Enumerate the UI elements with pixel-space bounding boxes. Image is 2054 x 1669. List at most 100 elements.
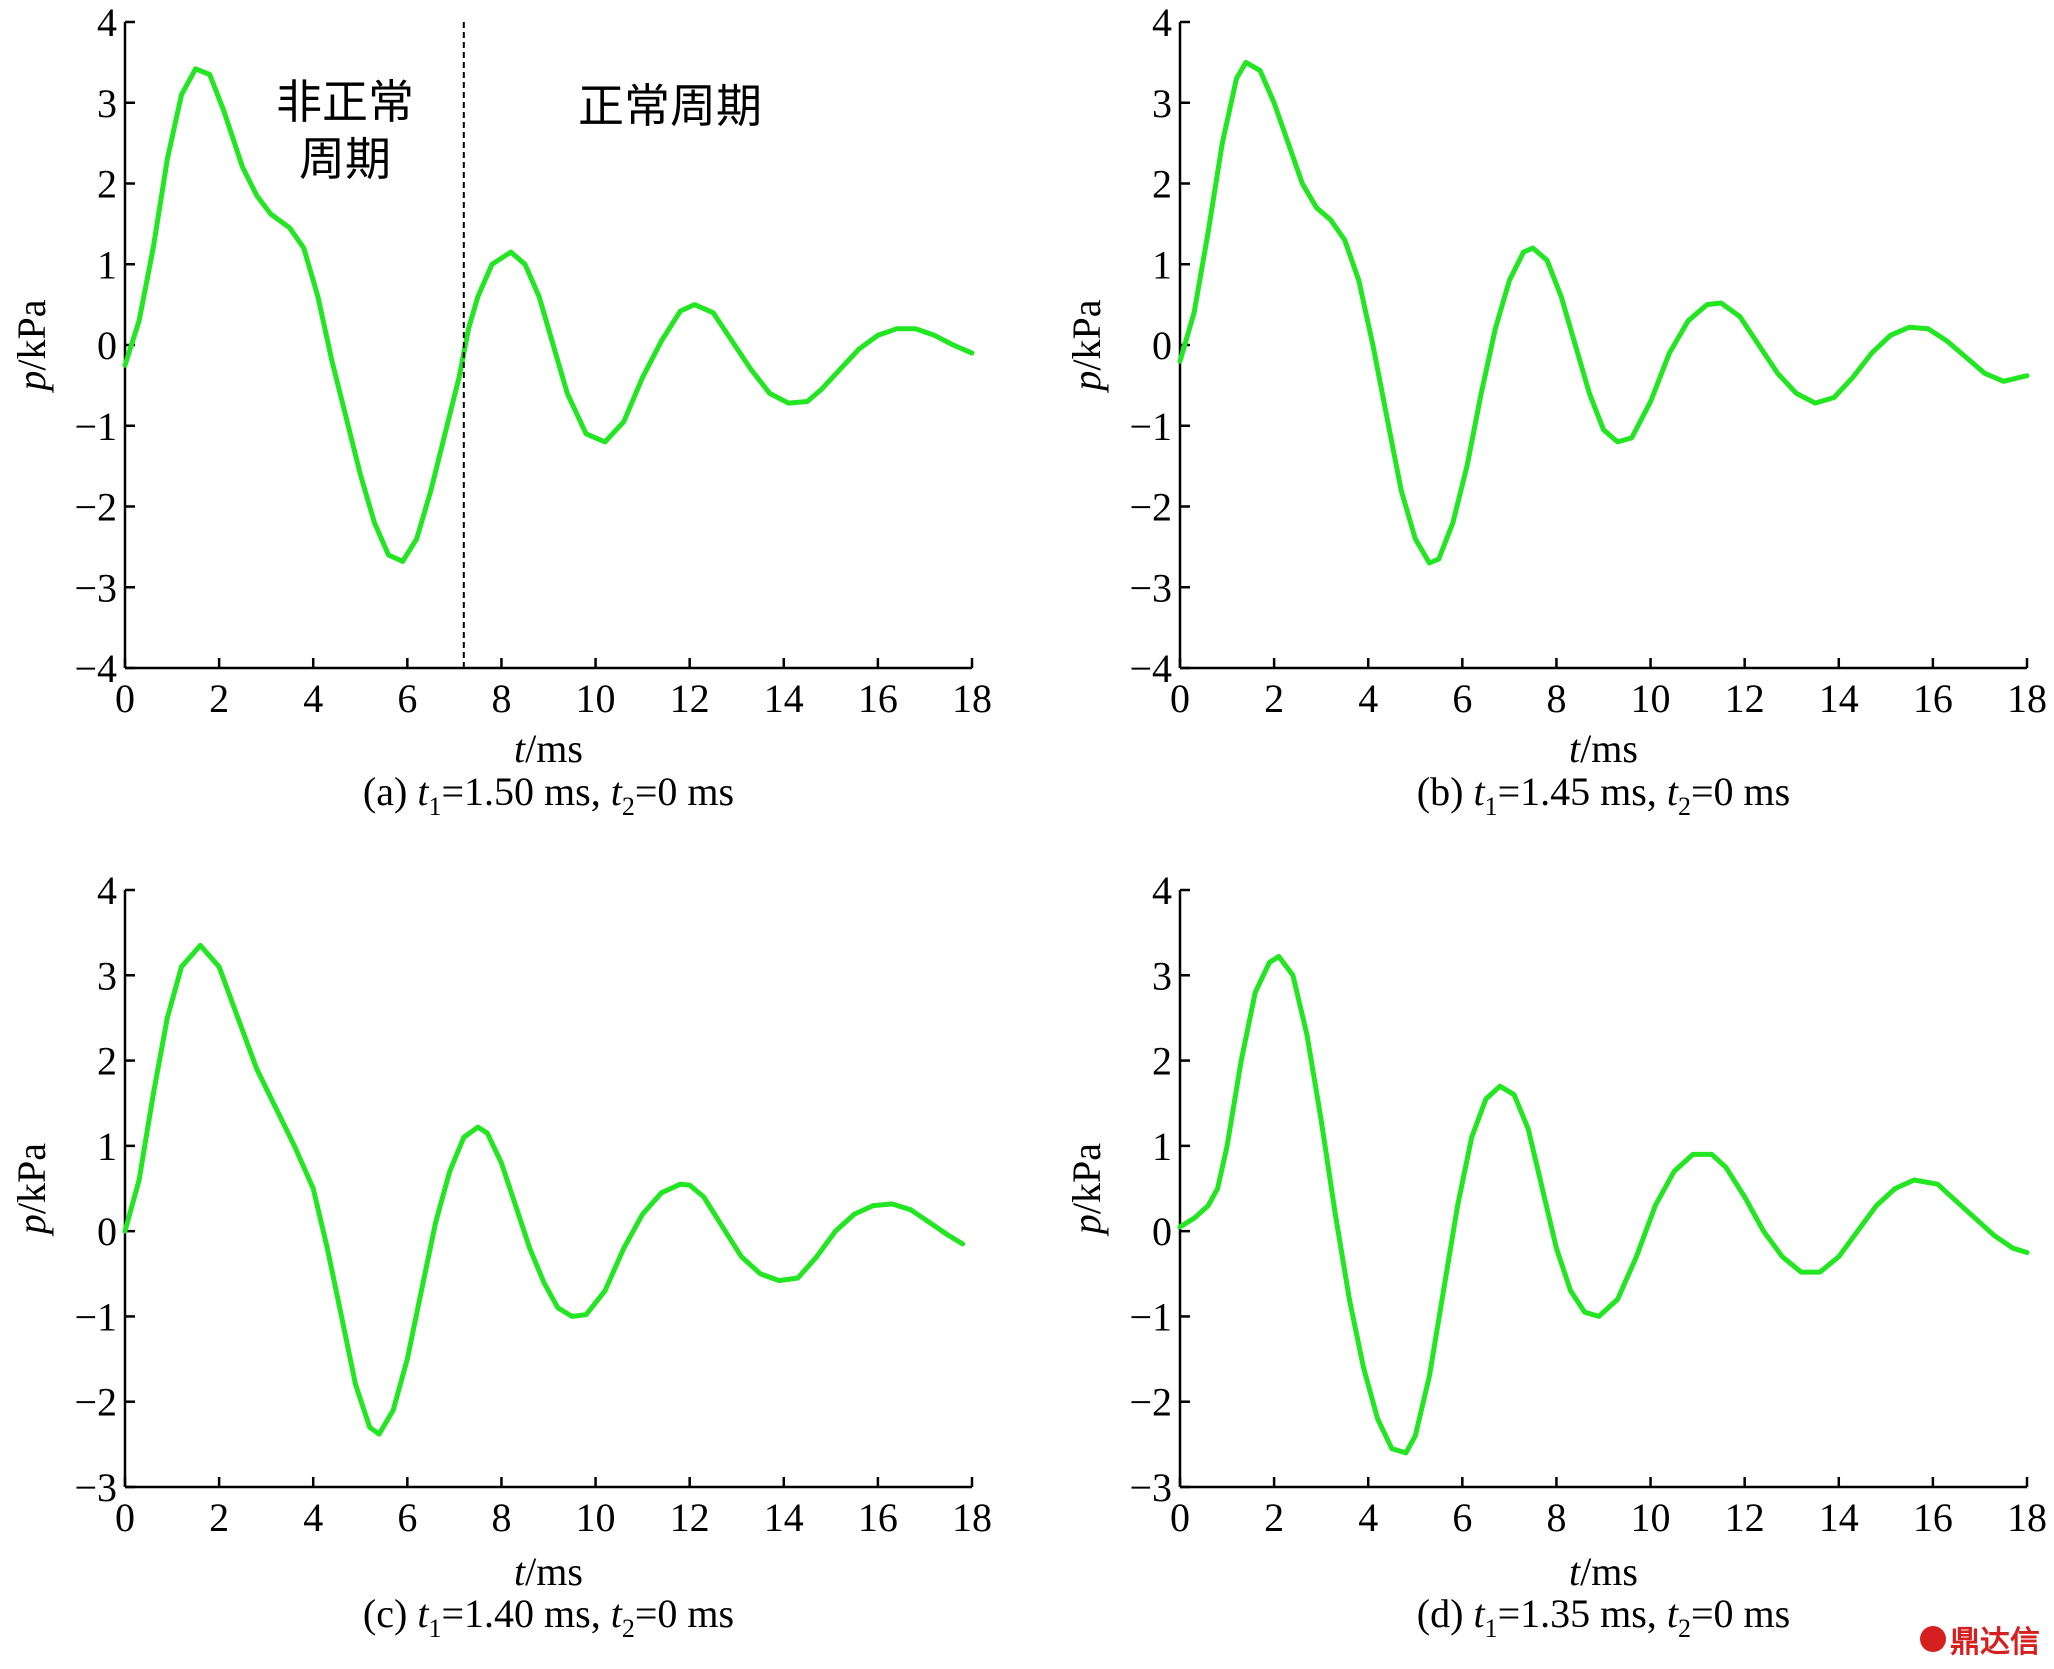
panel-b-x-tick-label: 14 <box>1819 676 1859 721</box>
panel-c-y-tick-label: −2 <box>74 1380 117 1425</box>
panel-c-x-tick-label: 8 <box>491 1495 511 1540</box>
panel-d-y-tick-label: −2 <box>1129 1380 1172 1425</box>
panel-b-x-tick-label: 8 <box>1546 676 1566 721</box>
panel-a-y-tick-label: 2 <box>97 162 117 207</box>
panel-c-y-tick-label: 2 <box>97 1039 117 1084</box>
panel-b-y-tick-label: 4 <box>1152 0 1172 45</box>
panel-c-x-tick-label: 12 <box>670 1495 710 1540</box>
panel-a-x-tick-label: 16 <box>858 676 898 721</box>
panel-d-y-tick-label: 2 <box>1152 1039 1172 1084</box>
panel-d-x-tick-label: 6 <box>1452 1495 1472 1540</box>
panel-b-x-tick-label: 12 <box>1725 676 1765 721</box>
panel-a-y-tick-label: 1 <box>97 242 117 287</box>
panel-c-x-tick-label: 2 <box>209 1495 229 1540</box>
panel-b-x-tick-label: 2 <box>1264 676 1284 721</box>
panel-b-y-tick-label: 2 <box>1152 162 1172 207</box>
panel-d-y-axis-label: p/kPa <box>1064 1143 1109 1237</box>
panel-a-x-tick-label: 14 <box>764 676 804 721</box>
panel-a-x-tick-label: 4 <box>303 676 323 721</box>
panel-d-x-tick-label: 8 <box>1546 1495 1566 1540</box>
panel-a-y-tick-label: −3 <box>74 565 117 610</box>
panel-c-x-tick-label: 18 <box>952 1495 992 1540</box>
panel-a-annotation-abnormal: 非正常 <box>276 77 414 128</box>
panel-b-y-tick-label: −4 <box>1129 646 1172 691</box>
panel-a-annotation-normal: 正常周期 <box>578 81 762 132</box>
panel-c-x-tick-label: 6 <box>397 1495 417 1540</box>
chart-panel-b: 0 2 4 6 8 10 12 14 16 18−4−3−2−101234t/msp/kPa(b)… <box>1064 0 2047 821</box>
panel-b-y-tick-label: 0 <box>1152 323 1172 368</box>
panel-d-series-line <box>1177 954 2030 1456</box>
panel-d-y-tick-label: 0 <box>1152 1209 1172 1254</box>
panel-d-x-tick-label: 18 <box>2007 1495 2047 1540</box>
panel-d-caption: (d) t1=1.35 ms, t2=0 ms <box>1417 1591 1790 1643</box>
panel-c-x-tick-label: 4 <box>303 1495 323 1540</box>
watermark-logo-icon <box>1920 1626 1946 1652</box>
panel-a-x-tick-label: 6 <box>397 676 417 721</box>
panel-a-x-tick-label: 18 <box>952 676 992 721</box>
panel-a-y-tick-label: 0 <box>97 323 117 368</box>
panel-b-caption: (b) t1=1.45 ms, t2=0 ms <box>1417 769 1790 821</box>
panel-a-y-tick-label: −4 <box>74 646 117 691</box>
panel-a-y-tick-label: −1 <box>74 404 117 449</box>
panel-c-x-tick-label: 14 <box>764 1495 804 1540</box>
panel-c-y-tick-label: 3 <box>97 953 117 998</box>
panel-d-y-tick-label: 1 <box>1152 1124 1172 1169</box>
panel-b-y-tick-label: −3 <box>1129 565 1172 610</box>
panel-d-x-tick-label: 10 <box>1631 1495 1671 1540</box>
panel-a-x-tick-label: 10 <box>576 676 616 721</box>
panel-d-y-tick-label: 3 <box>1152 953 1172 998</box>
panel-c-y-tick-label: 4 <box>97 868 117 913</box>
panel-b-y-tick-label: 1 <box>1152 242 1172 287</box>
panel-b-y-axis-label: p/kPa <box>1064 299 1109 393</box>
panel-d-y-tick-label: −1 <box>1129 1294 1172 1339</box>
panel-a-y-tick-label: −2 <box>74 485 117 530</box>
panel-b-x-tick-label: 16 <box>1913 676 1953 721</box>
panel-c-x-tick-label: 10 <box>576 1495 616 1540</box>
panel-c-y-tick-label: −3 <box>74 1465 117 1510</box>
panel-d-x-tick-label: 2 <box>1264 1495 1284 1540</box>
panel-d-x-tick-label: 16 <box>1913 1495 1953 1540</box>
panel-c-y-tick-label: 0 <box>97 1209 117 1254</box>
panel-a-caption: (a) t1=1.50 ms, t2=0 ms <box>363 769 734 821</box>
panel-d-x-tick-label: 14 <box>1819 1495 1859 1540</box>
panel-b-y-tick-label: 3 <box>1152 81 1172 126</box>
panel-b-x-tick-label: 18 <box>2007 676 2047 721</box>
panel-d-y-tick-label: −3 <box>1129 1465 1172 1510</box>
panel-c-y-tick-label: −1 <box>74 1294 117 1339</box>
panel-b-x-tick-label: 10 <box>1631 676 1671 721</box>
panel-c-y-tick-label: 1 <box>97 1124 117 1169</box>
panel-c-caption: (c) t1=1.40 ms, t2=0 ms <box>363 1591 734 1643</box>
chart-panel-a: 0 2 4 6 8 10 12 14 16 18−4−3−2−101234t/msp/kPa(a)… <box>9 0 992 821</box>
panel-b-x-tick-label: 6 <box>1452 676 1472 721</box>
panel-a-x-tick-label: 8 <box>491 676 511 721</box>
panel-c-series-line <box>122 942 966 1437</box>
panel-a-annotation-abnormal: 周期 <box>299 134 391 185</box>
panel-a-y-tick-label: 4 <box>97 0 117 45</box>
panel-c-x-tick-label: 16 <box>858 1495 898 1540</box>
panel-a-x-tick-label: 2 <box>209 676 229 721</box>
panel-b-y-tick-label: −1 <box>1129 404 1172 449</box>
watermark-text: 鼎达信 <box>1950 1625 2040 1660</box>
panel-b-x-axis-label: t/ms <box>1569 726 1638 771</box>
panel-d-x-axis-label: t/ms <box>1569 1549 1638 1594</box>
panel-d-x-tick-label: 12 <box>1725 1495 1765 1540</box>
panel-c-x-axis-label: t/ms <box>514 1549 583 1594</box>
panel-d-y-tick-label: 4 <box>1152 868 1172 913</box>
panel-d-x-tick-label: 0 <box>1170 1495 1190 1540</box>
panel-a-y-tick-label: 3 <box>97 81 117 126</box>
watermark: 鼎达信 <box>1920 1617 2040 1661</box>
panel-c-y-axis-label: p/kPa <box>9 1143 54 1237</box>
panel-c-x-tick-label: 0 <box>115 1495 135 1540</box>
panel-a-series-line <box>122 66 975 564</box>
panel-b-x-tick-label: 0 <box>1170 676 1190 721</box>
panel-b-series-line <box>1177 59 2030 566</box>
panel-a-x-tick-label: 0 <box>115 676 135 721</box>
panel-a-y-axis-label: p/kPa <box>9 299 54 393</box>
panel-b-y-tick-label: −2 <box>1129 485 1172 530</box>
panel-a-x-axis-label: t/ms <box>514 726 583 771</box>
panel-b-x-tick-label: 4 <box>1358 676 1378 721</box>
panel-d-x-tick-label: 4 <box>1358 1495 1378 1540</box>
